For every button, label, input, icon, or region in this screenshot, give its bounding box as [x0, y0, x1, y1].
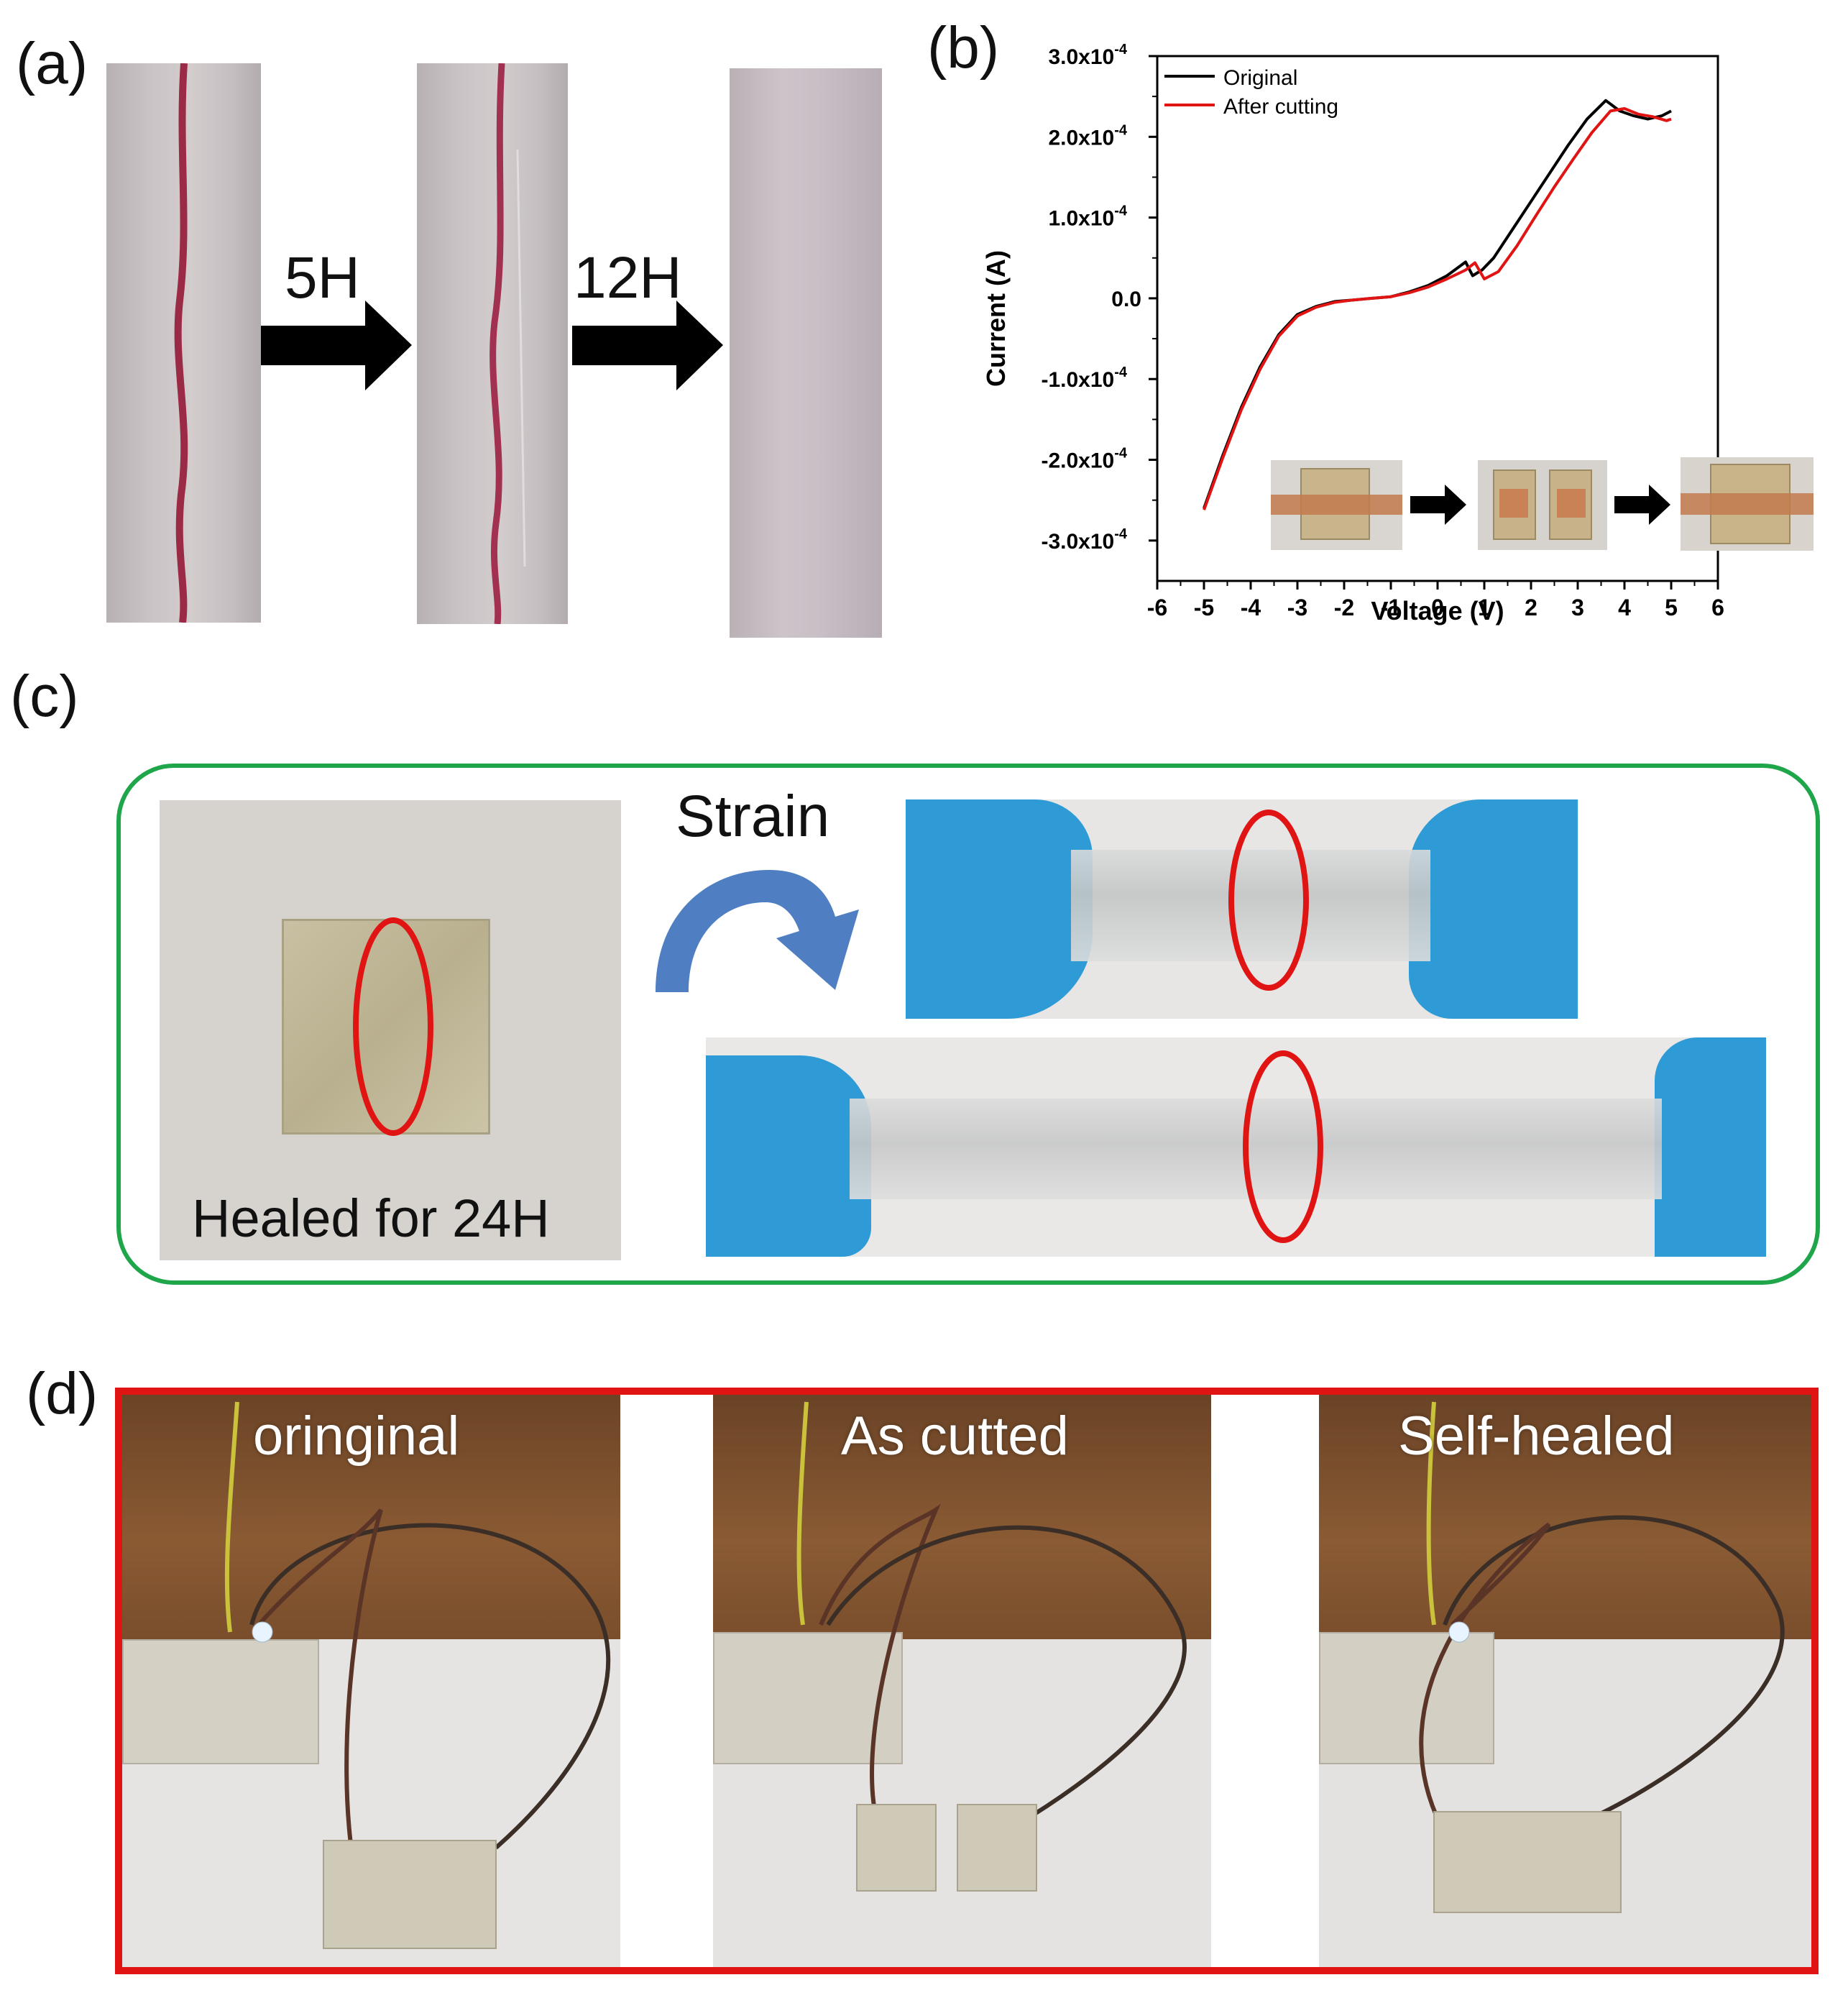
y-tick-label: 0.0 — [1111, 288, 1141, 311]
panel-c-frame — [116, 764, 1820, 1285]
circuit-photo-self-healed: Self-healed — [1319, 1395, 1811, 1967]
glove-left — [706, 1055, 871, 1257]
circuit-wires — [224, 1401, 611, 1949]
healed-region-marker — [353, 917, 433, 1136]
wooden-table — [1319, 1395, 1811, 1639]
x-tick-label: -5 — [1194, 595, 1214, 620]
circuit-wires — [796, 1401, 1187, 1892]
x-tick-label: -3 — [1287, 595, 1307, 620]
arrow-label-5h: 5H — [285, 245, 360, 311]
hydrogel-strip-healing — [417, 63, 568, 624]
caption-original: oringinal — [253, 1406, 460, 1467]
healed-sample-photo: Healed for 24H — [160, 800, 621, 1260]
caption-self-healed: Self-healed — [1398, 1406, 1675, 1467]
stretched-hydrogel — [850, 1099, 1662, 1199]
inset-photo-cut — [1478, 460, 1607, 550]
breadboard — [122, 1639, 319, 1764]
caption-as-cutted: As cutted — [841, 1406, 1069, 1467]
inset-photo-original — [1271, 460, 1402, 550]
x-tick-label: -4 — [1241, 595, 1261, 620]
glove-left — [906, 799, 1093, 1019]
breadboard — [1319, 1632, 1494, 1764]
circuit-wires — [1419, 1401, 1785, 1913]
x-tick-label: 1 — [1478, 595, 1491, 620]
inset-arrow-icon — [1614, 485, 1670, 525]
x-tick-label: -6 — [1147, 595, 1167, 620]
x-tick-label: 2 — [1525, 595, 1537, 620]
cut-line-image — [174, 63, 188, 623]
panel-label-c: (c) — [10, 664, 79, 729]
circuit-photo-cut: As cutted — [713, 1395, 1211, 1967]
inset-photo-healed — [1681, 457, 1813, 551]
y-axis-label: Current (A) — [981, 250, 1011, 387]
stretched-sample-photo-2 — [706, 1037, 1766, 1257]
y-tick-label: 3.0x10-4 — [1048, 42, 1127, 69]
series-line-original — [1203, 98, 1672, 509]
x-tick-label: 6 — [1711, 595, 1724, 620]
panel-label-b: (b) — [927, 15, 1000, 81]
panel-label-d: (d) — [26, 1361, 98, 1426]
healing-line-image — [489, 63, 526, 624]
glove-right — [1655, 1037, 1766, 1257]
panel-label-a: (a) — [16, 31, 88, 96]
wooden-table — [713, 1395, 1211, 1639]
strain-label: Strain — [676, 784, 830, 849]
stretched-sample-photo-1 — [906, 799, 1578, 1019]
right-arrow-icon — [572, 301, 723, 390]
legend-label-original: Original — [1223, 66, 1297, 90]
y-tick-label: -1.0x10-4 — [1041, 365, 1127, 392]
iv-curve-chart: -6 -5 -4 -3 -2 -1 0 1 2 3 4 5 6 3.0x10-4 2.0x10-4 1.0x1… — [981, 42, 1813, 625]
legend-label-after-cutting: After cutting — [1223, 95, 1338, 119]
x-tick-label: 0 — [1431, 595, 1444, 620]
y-tick-label: 2.0x10-4 — [1048, 122, 1127, 150]
x-tick-label: 5 — [1665, 595, 1678, 620]
hydrogel-square — [282, 919, 490, 1135]
circuit-photo-original: oringinal — [122, 1395, 620, 1967]
inset-arrow-icon — [1410, 485, 1466, 525]
x-axis-label: Voltage (V) — [1371, 596, 1504, 625]
curved-arrow-icon — [656, 870, 859, 992]
arrow-label-12h: 12H — [574, 245, 682, 311]
glove-right — [1409, 799, 1578, 1019]
x-tick-label: 3 — [1571, 595, 1584, 620]
hydrogel-strip-cut — [106, 63, 261, 623]
series-line-after-cutting — [1203, 107, 1672, 510]
stretched-hydrogel — [1071, 850, 1430, 961]
right-arrow-icon — [261, 301, 412, 390]
y-tick-label: -3.0x10-4 — [1041, 526, 1127, 554]
x-tick-label: 4 — [1618, 595, 1631, 620]
healed-region-marker — [1228, 810, 1309, 991]
x-tick-label: -2 — [1334, 595, 1354, 620]
panel-d-frame — [115, 1388, 1819, 1974]
y-tick-label: 1.0x10-4 — [1048, 203, 1127, 231]
hydrogel-strip-healed — [730, 68, 882, 638]
wooden-table — [122, 1395, 620, 1639]
healed-caption: Healed for 24H — [192, 1188, 550, 1248]
healed-region-marker — [1243, 1050, 1323, 1243]
y-tick-label: -2.0x10-4 — [1041, 446, 1127, 473]
x-tick-label: -1 — [1381, 595, 1401, 620]
